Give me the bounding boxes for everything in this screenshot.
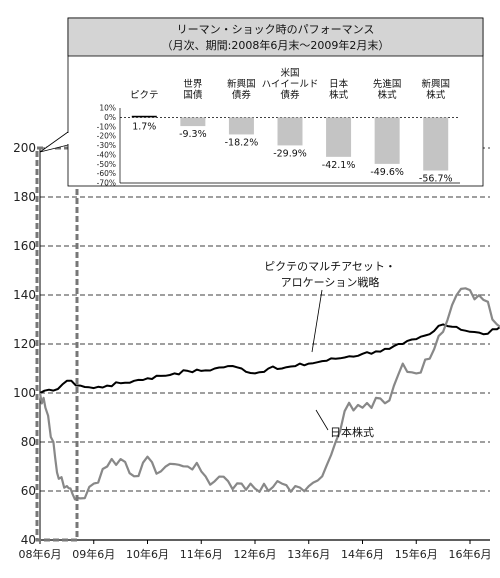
x-tick-label: 09年6月 (72, 547, 115, 561)
series-line (39, 323, 500, 394)
inset-bar (423, 117, 449, 171)
inset-value-label: 1.7% (132, 121, 156, 132)
inset-title-band (67, 17, 484, 57)
inset-category-label: 国債 (183, 89, 203, 101)
x-tick-label: 10年6月 (126, 547, 169, 561)
inset-value-label: -18.2% (225, 137, 259, 148)
main-line-chart: 40 60 80 100 120 140 160 180 200 08年6月 09年6月 10年6月 1… (13, 141, 500, 561)
x-tick-label: 13年6月 (287, 547, 330, 561)
inset-category-label: 先進国 (373, 78, 402, 90)
series-line (38, 287, 500, 501)
inset-bar (374, 117, 400, 164)
inset-bar (277, 117, 303, 146)
strategy-annotation-line1: ピクテのマルチアセット・ (264, 260, 396, 273)
inset-y-tick-label: 0% (104, 113, 116, 122)
inset-value-label: -49.6% (370, 167, 404, 178)
x-tick-label: 11年6月 (180, 547, 223, 561)
inset-category-label: 債券 (280, 89, 300, 101)
inset-y-tick-label: -70% (97, 179, 116, 188)
inset-y-tick-label: -10% (97, 122, 116, 131)
x-tick-label: 08年6月 (19, 547, 62, 561)
inset-bar (180, 117, 206, 127)
inset-value-label: -9.3% (179, 129, 207, 140)
inset-callout-pointer (39, 131, 69, 153)
inset-y-tick-label: -40% (97, 150, 116, 159)
y-tick-label: 180 (13, 190, 36, 204)
y-tick-label: 140 (13, 288, 36, 302)
inset-category-label: 株式 (329, 89, 349, 101)
inset-y-tick-label: -50% (97, 160, 116, 169)
inset-value-label: -29.9% (273, 148, 307, 159)
inset-category-label: ハイイールド (262, 79, 319, 90)
inset-category-label: 日本 (329, 78, 349, 90)
y-tick-label: 200 (13, 141, 36, 155)
x-tick-label: 16年6月 (449, 547, 492, 561)
y-tick-label: 100 (13, 386, 36, 400)
inset-category-label: 世界 (183, 78, 203, 90)
inset-subtitle: （月次、期間:2008年6月末〜2009年2月末） (162, 38, 390, 52)
y-tick-label: 80 (21, 435, 36, 449)
y-tick-label: 120 (13, 337, 36, 351)
inset-bar (131, 115, 157, 118)
inset-y-tick-label: -20% (97, 132, 116, 141)
inset-title: リーマン・ショック時のパフォーマンス (177, 23, 375, 36)
x-tick-label: 12年6月 (234, 547, 277, 561)
x-tick-label: 14年6月 (341, 547, 384, 561)
y-tick-label: 160 (13, 239, 36, 253)
y-tick-label: 40 (21, 533, 36, 547)
inset-category-label: 債券 (232, 89, 252, 101)
inset-category-label: 株式 (378, 89, 398, 101)
inset-category-label: 米国 (280, 67, 299, 79)
inset-category-label: ピクテ (130, 90, 159, 101)
x-tick-label: 15年6月 (395, 547, 438, 561)
inset-y-tick-label: -60% (97, 169, 116, 178)
inset-bar-chart: リーマン・ショック時のパフォーマンス （月次、期間:2008年6月末〜2009年2… (39, 17, 484, 188)
y-tick-label: 60 (21, 484, 36, 498)
inset-category-label: 株式 (426, 89, 446, 101)
inset-value-label: -42.1% (322, 160, 356, 171)
inset-category-label: 新興国 (227, 78, 256, 90)
japan-leader-line (315, 409, 329, 431)
inset-y-tick-label: -30% (97, 141, 116, 150)
inset-value-label: -56.7% (419, 174, 453, 185)
inset-category-label: 新興国 (421, 78, 450, 90)
inset-y-tick-label: 10% (99, 104, 116, 113)
japan-annotation: 日本株式 (330, 425, 374, 439)
inset-bar (228, 117, 254, 135)
inset-bar (326, 117, 352, 157)
strategy-annotation-line2: アロケーション戦略 (281, 275, 380, 289)
strategy-leader-line (311, 289, 323, 353)
